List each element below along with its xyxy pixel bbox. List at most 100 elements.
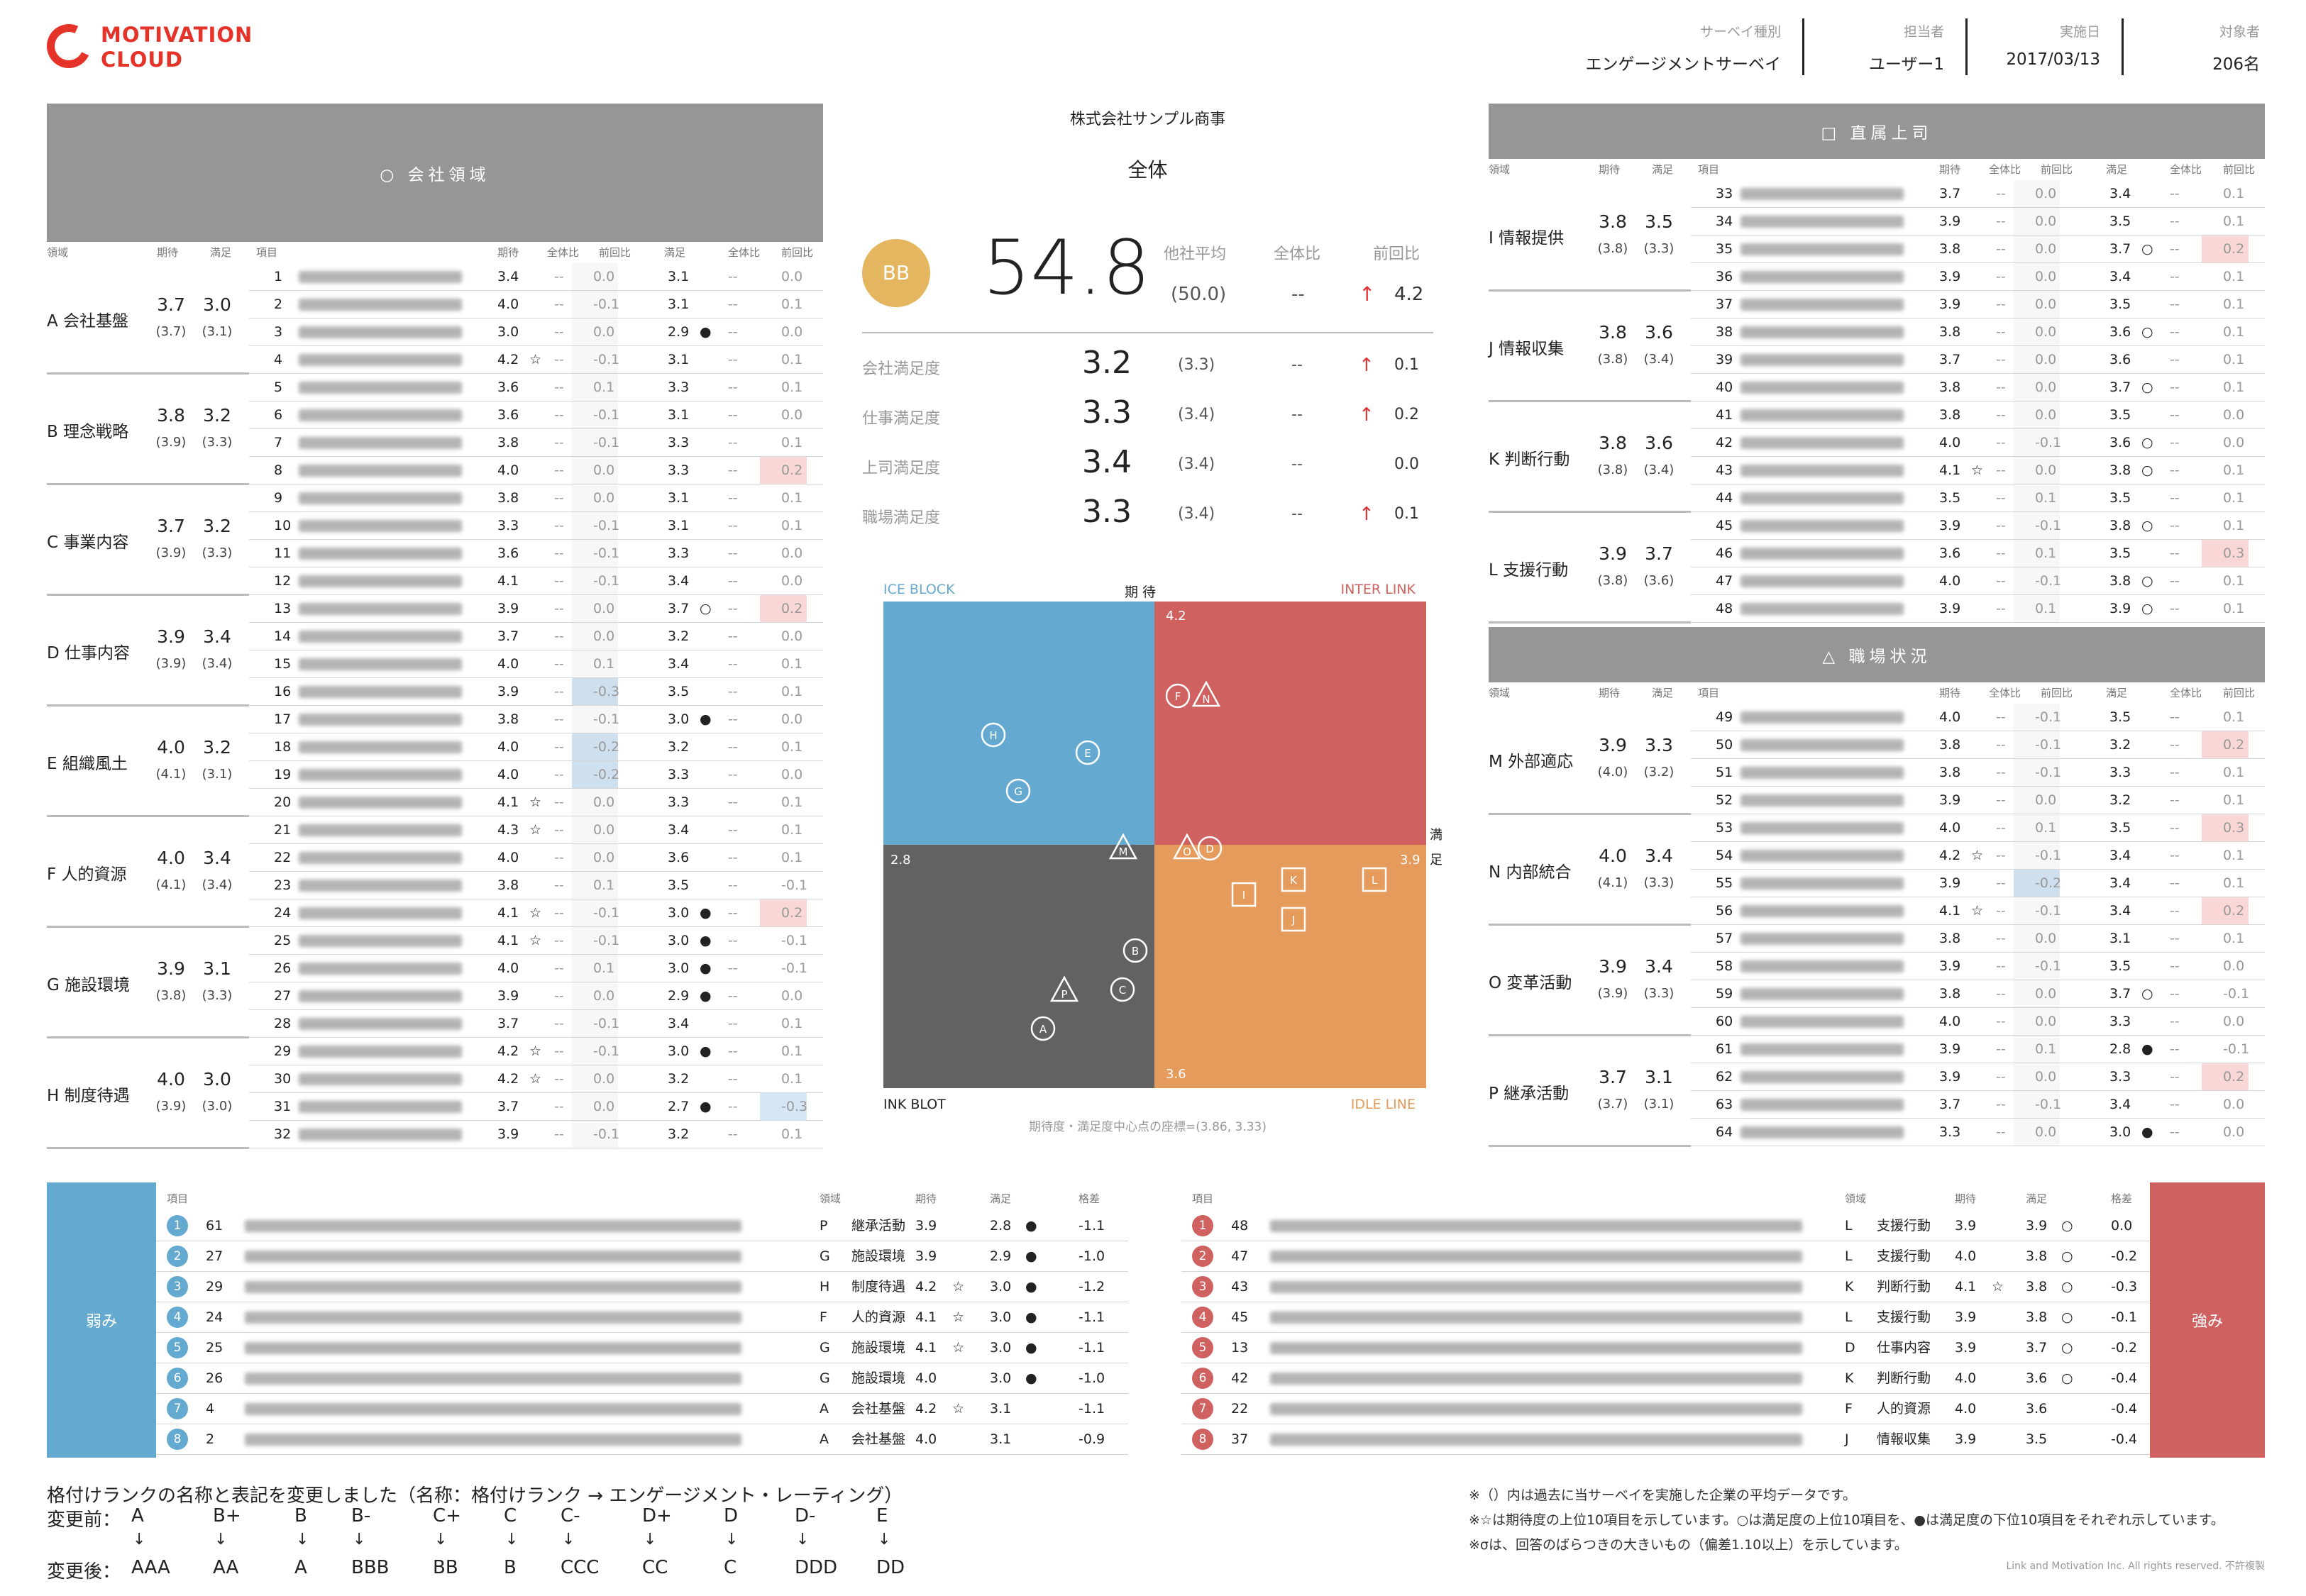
exp-overall: -- (554, 297, 564, 312)
sat-mark: ○ (2141, 435, 2153, 450)
sat-up-arrow: ↑ (1359, 504, 1374, 525)
table-row: 24 4.1 ☆ -- -0.1 3.0 ● -- 0.2 (249, 899, 823, 927)
marker-G-circle: G (1005, 778, 1031, 804)
exp-overall: -- (1996, 379, 2006, 395)
category-exp-avg: (3.8) (1597, 352, 1628, 367)
item-no: 22 (1231, 1401, 1249, 1417)
column-header: 格差 (1078, 1192, 1100, 1205)
item-text-redacted (1740, 299, 1904, 311)
item-text-redacted (1270, 1281, 1802, 1293)
sat-value: 3.0 (990, 1309, 1012, 1325)
category-exp: 3.7 (157, 294, 185, 315)
exp-prev: -0.1 (2035, 573, 2062, 589)
before-rank: A (131, 1505, 144, 1526)
sat-overall: -- (728, 518, 738, 533)
quad-inter-link (1154, 602, 1426, 845)
prev-bg-exp (572, 733, 618, 761)
exp-star: ☆ (529, 933, 542, 948)
category-sat-avg: (3.4) (1643, 462, 1675, 477)
exp-value: 4.1 (1955, 1279, 1977, 1295)
exp-overall: -- (1996, 545, 2006, 561)
sat-label: 職場満足度 (862, 509, 941, 527)
sat-value: 3.5 (2109, 214, 2131, 229)
column-header: 期待 (497, 246, 519, 259)
axis-tick-top: 4.2 (1166, 609, 1186, 624)
sat-prev: 0.1 (781, 518, 803, 533)
category-exp-avg: (4.1) (155, 767, 187, 782)
sat-value: 3.2 (2109, 737, 2131, 753)
exp-value: 3.8 (1939, 379, 1961, 395)
item-no: 20 (274, 794, 292, 810)
row-line (156, 1271, 1128, 1272)
sat-prev: 0.0 (781, 988, 803, 1004)
table-row: 33 3.7 -- 0.0 3.4 -- 0.1 (1691, 180, 2265, 208)
item-text-redacted (299, 658, 462, 670)
sat-mark: ○ (2141, 518, 2153, 533)
sat-prev: 0.1 (2223, 297, 2245, 312)
sat-value: 3.1 (668, 490, 690, 506)
exp-value: 4.0 (1939, 1014, 1961, 1029)
area-code: A (820, 1401, 829, 1417)
exp-prev: 0.1 (593, 960, 615, 976)
item-text-redacted (299, 797, 462, 809)
sat-overall: -- (2170, 820, 2180, 836)
sat-value: 3.1 (2109, 931, 2131, 946)
sat-value: 3.2 (668, 1071, 690, 1087)
gap-value: -0.1 (2111, 1309, 2138, 1325)
exp-overall: -- (1996, 1097, 2006, 1112)
item-no: 59 (1716, 986, 1733, 1002)
exp-value: 3.9 (1955, 1309, 1977, 1325)
item-no: 43 (1231, 1279, 1249, 1295)
exp-star: ☆ (952, 1401, 965, 1417)
row-line (249, 1092, 823, 1093)
row-line (1691, 758, 2265, 759)
category-name: K 判断行動 (1489, 450, 1570, 469)
meta-label: サーベイ種別 (1699, 24, 1781, 40)
svg-text:A: A (1039, 1023, 1047, 1036)
meta-1: 担当者 ユーザー1 (1869, 21, 1944, 75)
sat-value: 3.3 (2109, 765, 2131, 780)
sat-value: 3.7 (2109, 241, 2131, 257)
sat-overall: -- (2170, 186, 2180, 201)
area-code: L (1845, 1218, 1853, 1234)
exp-prev: 0.0 (2035, 792, 2057, 808)
column-header: 期待 (157, 246, 179, 259)
sat-overall: -- (1291, 505, 1303, 523)
sat-value: 3.3 (2109, 1069, 2131, 1085)
exp-overall: -- (554, 656, 564, 672)
sat-value: 3.1 (668, 518, 690, 533)
sat-row-2: 上司満足度 3.4 (3.4) -- 0.0 (862, 440, 1433, 489)
column-header: 期待 (1939, 163, 1961, 176)
item-text-redacted (299, 437, 462, 449)
sat-prev: 0.0 (781, 324, 803, 340)
column-header: 前回比 (2223, 687, 2256, 699)
category-exp-avg: (4.1) (1597, 875, 1628, 890)
sat-mark: ○ (2061, 1340, 2073, 1356)
item-no: 37 (1231, 1431, 1249, 1447)
item-no: 25 (274, 933, 292, 948)
exp-prev: -0.1 (2035, 737, 2062, 753)
row-line (1181, 1332, 2150, 1333)
item-text-redacted (1740, 1016, 1904, 1028)
arrow-down: ↓ (353, 1531, 366, 1548)
category-exp: 3.7 (157, 516, 185, 536)
category-sat: 3.3 (1645, 735, 1673, 755)
sat-prev: 0.0 (2223, 958, 2245, 974)
marker-O-triangle: O (1172, 833, 1202, 860)
item-text-redacted (245, 1434, 741, 1446)
arrow-down: ↓ (725, 1531, 739, 1548)
item-text-redacted (299, 548, 462, 560)
exp-prev: -0.1 (593, 407, 620, 423)
exp-prev: 0.0 (2035, 297, 2057, 312)
exp-overall: -- (1996, 269, 2006, 284)
exp-value: 3.0 (497, 324, 519, 340)
ranking-row: 5 13 D 仕事内容 3.9 3.7 ○ -0.2 (1181, 1333, 2150, 1363)
divider (862, 332, 1433, 333)
item-no: 42 (1716, 435, 1733, 450)
item-text-redacted (299, 271, 462, 283)
exp-value: 4.0 (1955, 1370, 1977, 1386)
category-exp: 3.9 (157, 958, 185, 979)
sat-value: 3.5 (2109, 820, 2131, 836)
area-code: K (1845, 1279, 1854, 1295)
item-no: 41 (1716, 407, 1733, 423)
